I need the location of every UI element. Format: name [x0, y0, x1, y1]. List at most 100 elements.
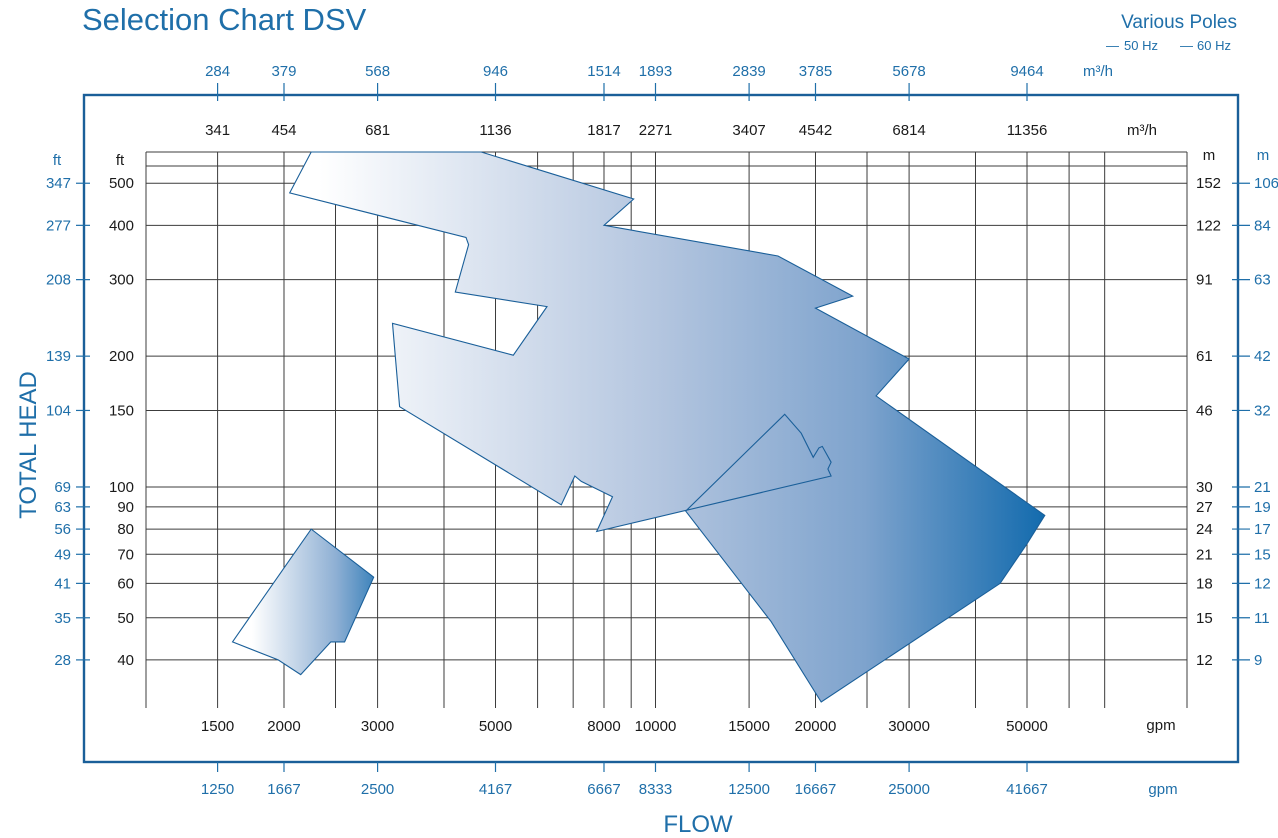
- envelopes: [231, 151, 1046, 703]
- legend-label-60hz: 60 Hz: [1197, 38, 1231, 53]
- tick-label-ft-50hz: 208: [46, 272, 71, 289]
- tick-label-gpm-50hz: 8333: [639, 781, 672, 798]
- tick-label-m3h-50hz: 568: [365, 63, 390, 80]
- tick-label-m-60hz: 21: [1196, 546, 1213, 563]
- tick-label-m-50hz: 17: [1254, 521, 1271, 538]
- tick-label-ft-60hz: 90: [117, 499, 134, 516]
- legend-label-50hz: 50 Hz: [1124, 38, 1158, 53]
- tick-label-m3h-50hz: 1514: [587, 63, 620, 80]
- tick-label-m3h-60hz: 681: [365, 122, 390, 139]
- tick-label-ft-60hz: 500: [109, 175, 134, 192]
- tick-label-gpm-50hz: 2500: [361, 781, 394, 798]
- tick-label-m3h-50hz: 1893: [639, 63, 672, 80]
- tick-label-m-50hz: 21: [1254, 479, 1271, 496]
- tick-label-gpm-60hz: 5000: [479, 718, 512, 735]
- tick-label-m-60hz: 12: [1196, 652, 1213, 669]
- tick-label-ft-50hz: 347: [46, 175, 71, 192]
- tick-label-gpm-60hz: 50000: [1006, 718, 1048, 735]
- x-axis-title: FLOW: [663, 811, 733, 838]
- tick-label-gpm-60hz: 30000: [888, 718, 930, 735]
- tick-label-m-60hz: 24: [1196, 521, 1213, 538]
- legend-title: Various Poles: [1121, 12, 1237, 33]
- tick-label-ft-60hz: 80: [117, 521, 134, 538]
- tick-label-ft-60hz: 70: [117, 546, 134, 563]
- bottom-unit-60hz: gpm: [1146, 717, 1175, 734]
- tick-label-m-60hz: 152: [1196, 175, 1221, 192]
- tick-label-m-60hz: 46: [1196, 402, 1213, 419]
- tick-labels: 1500 2000 3000 5000 8000 10000 15000 20000 30000…: [46, 63, 1278, 798]
- tick-label-m-50hz: 32: [1254, 402, 1271, 419]
- tick-label-ft-60hz: 400: [109, 217, 134, 234]
- tick-label-m-60hz: 30: [1196, 479, 1213, 496]
- tick-label-gpm-50hz: 1250: [201, 781, 234, 798]
- tick-label-gpm-50hz: 25000: [888, 781, 930, 798]
- tick-label-gpm-60hz: 8000: [587, 718, 620, 735]
- tick-label-m3h-50hz: 379: [271, 63, 296, 80]
- left-unit-60hz: ft: [116, 152, 125, 169]
- tick-label-ft-50hz: 63: [54, 499, 71, 516]
- tick-label-gpm-60hz: 20000: [795, 718, 837, 735]
- tick-label-m-60hz: 18: [1196, 575, 1213, 592]
- tick-label-m3h-50hz: 284: [205, 63, 230, 80]
- tick-label-gpm-60hz: 10000: [635, 718, 677, 735]
- tick-label-m3h-60hz: 2271: [639, 122, 672, 139]
- tick-label-m3h-60hz: 3407: [732, 122, 765, 139]
- tick-label-m-60hz: 61: [1196, 348, 1213, 365]
- tick-label-m3h-50hz: 946: [483, 63, 508, 80]
- tick-label-m3h-60hz: 341: [205, 122, 230, 139]
- chart-frame: [82, 93, 1240, 764]
- tick-label-gpm-50hz: 4167: [479, 781, 512, 798]
- top-unit-50hz: m³/h: [1083, 63, 1113, 80]
- tick-label-gpm-50hz: 1667: [267, 781, 300, 798]
- tick-label-gpm-60hz: 1500: [201, 718, 234, 735]
- tick-label-m-50hz: 106: [1254, 175, 1278, 192]
- tick-label-ft-60hz: 300: [109, 272, 134, 289]
- tick-label-m-50hz: 42: [1254, 348, 1271, 365]
- legend-symbol-60hz: —: [1180, 38, 1193, 53]
- tick-label-gpm-60hz: 3000: [361, 718, 394, 735]
- tick-label-ft-50hz: 28: [54, 652, 71, 669]
- tick-label-gpm-60hz: 2000: [267, 718, 300, 735]
- tick-label-ft-50hz: 41: [54, 575, 71, 592]
- right-unit-60hz: m: [1203, 147, 1216, 164]
- tick-label-m-60hz: 122: [1196, 217, 1221, 234]
- tick-label-ft-60hz: 50: [117, 610, 134, 627]
- tick-label-m-50hz: 12: [1254, 575, 1271, 592]
- left-unit-50hz: ft: [53, 152, 62, 169]
- tick-label-ft-50hz: 35: [54, 610, 71, 627]
- tick-label-gpm-60hz: 15000: [728, 718, 770, 735]
- tick-label-m3h-60hz: 454: [271, 122, 296, 139]
- tick-label-gpm-50hz: 16667: [795, 781, 837, 798]
- tick-label-m3h-60hz: 1136: [479, 122, 511, 139]
- tick-label-m3h-50hz: 2839: [732, 63, 765, 80]
- tick-label-gpm-50hz: 6667: [587, 781, 620, 798]
- tick-label-ft-50hz: 139: [46, 348, 71, 365]
- operating-envelope-1: [231, 528, 375, 676]
- tick-label-m-50hz: 84: [1254, 217, 1271, 234]
- tick-label-gpm-50hz: 41667: [1006, 781, 1048, 798]
- tick-label-ft-50hz: 277: [46, 217, 71, 234]
- tick-label-ft-60hz: 150: [109, 402, 134, 419]
- tick-label-m3h-50hz: 9464: [1010, 63, 1043, 80]
- tick-label-m-50hz: 9: [1254, 652, 1262, 669]
- tick-label-m3h-60hz: 4542: [799, 122, 832, 139]
- tick-label-m-50hz: 15: [1254, 546, 1271, 563]
- tick-label-m3h-60hz: 1817: [587, 122, 620, 139]
- tick-label-m3h-60hz: 6814: [892, 122, 925, 139]
- tick-label-m-60hz: 27: [1196, 499, 1213, 516]
- tick-label-m-60hz: 91: [1196, 272, 1213, 289]
- legend-symbol-50hz: —: [1106, 38, 1119, 53]
- tick-label-m-60hz: 15: [1196, 610, 1213, 627]
- tick-label-m-50hz: 11: [1254, 610, 1270, 627]
- operating-envelope-2: [288, 151, 1046, 703]
- tick-label-ft-50hz: 69: [54, 479, 71, 496]
- tick-label-ft-50hz: 104: [46, 402, 71, 419]
- chart-title: Selection Chart DSV: [82, 2, 367, 37]
- tick-label-ft-50hz: 56: [54, 521, 71, 538]
- right-unit-50hz: m: [1257, 147, 1270, 164]
- tick-label-m3h-60hz: 11356: [1007, 122, 1048, 139]
- tick-label-ft-60hz: 100: [109, 479, 134, 496]
- y-axis-title: TOTAL HEAD: [15, 371, 42, 519]
- top-unit-60hz: m³/h: [1127, 122, 1157, 139]
